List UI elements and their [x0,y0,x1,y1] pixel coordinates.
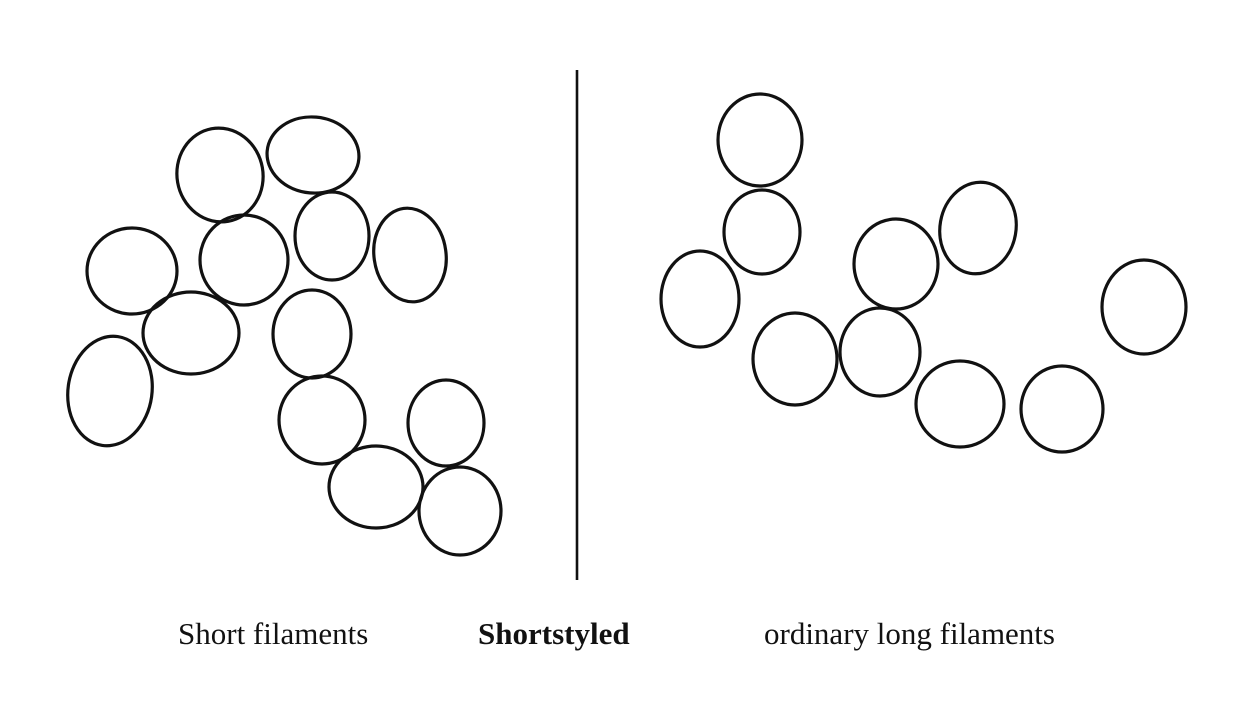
pollen-grain [327,444,425,530]
pollen-grain [85,226,179,316]
pollen-grain [852,217,940,311]
pollen-grain [751,311,839,407]
pollen-grain [175,126,265,224]
pollen-grain [417,465,503,557]
caption-shortstyled: Shortstyled [478,616,630,651]
right-pollen-group [659,92,1188,454]
pollen-grain [141,290,241,376]
pollen-grain [716,92,804,188]
pollen-grain [1019,364,1105,454]
pollen-grain [372,206,448,304]
pollen-grain [271,288,353,380]
pollen-grain [1100,258,1188,356]
pollen-grain [293,190,371,282]
caption-long-filaments: ordinary long filaments [764,616,1055,651]
pollen-grain [938,180,1018,276]
pollen-grain [659,249,741,349]
pollen-grain [722,188,802,276]
caption-short-filaments: Short filaments [178,616,369,651]
pollen-grain [914,359,1006,449]
pollen-grain [66,334,154,448]
pollen-grain [838,306,922,398]
pollen-grain [277,374,367,466]
pollen-grain [198,213,290,307]
pollen-grain [265,115,361,195]
pollen-grain [406,378,486,468]
left-pollen-group [66,115,503,557]
